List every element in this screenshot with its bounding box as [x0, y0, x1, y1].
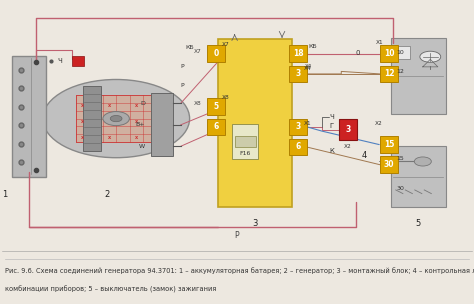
Text: Х7: Х7	[222, 42, 229, 47]
Text: Х1: Х1	[375, 40, 383, 45]
Bar	[207, 45, 225, 62]
Text: 12: 12	[384, 69, 394, 78]
Bar	[232, 124, 258, 159]
Text: 5: 5	[214, 102, 219, 111]
Bar	[391, 38, 446, 113]
Bar	[76, 95, 156, 142]
Text: Г: Г	[330, 123, 334, 129]
Text: Х4: Х4	[304, 66, 312, 71]
Bar	[218, 39, 292, 207]
Bar	[207, 119, 225, 135]
Bar	[207, 98, 225, 115]
Text: x: x	[81, 103, 84, 108]
Bar	[289, 66, 307, 82]
Text: 1: 1	[2, 190, 7, 199]
Bar	[380, 45, 398, 62]
Text: x: x	[135, 119, 138, 124]
Circle shape	[420, 51, 441, 62]
Text: 6: 6	[213, 122, 219, 131]
Text: F16: F16	[240, 151, 251, 156]
Text: КБ: КБ	[309, 44, 317, 49]
Bar	[151, 93, 173, 157]
Text: x: x	[81, 119, 84, 124]
Text: Х2: Х2	[375, 121, 383, 126]
Text: Х8: Х8	[222, 95, 229, 100]
Text: комбинации приборов; 5 – выключатель (замок) зажигания: комбинации приборов; 5 – выключатель (за…	[5, 286, 216, 293]
Text: Р: Р	[235, 231, 239, 240]
Text: Х7: Х7	[194, 49, 202, 54]
Text: 15: 15	[384, 140, 394, 149]
Text: 0: 0	[213, 49, 219, 58]
Bar	[83, 86, 101, 151]
Text: x: x	[135, 103, 138, 108]
Text: 10: 10	[397, 50, 404, 56]
Text: B+: B+	[136, 123, 145, 127]
Bar	[72, 56, 84, 66]
Text: x: x	[108, 134, 111, 140]
Bar	[391, 146, 446, 207]
Text: 3: 3	[345, 125, 351, 134]
Circle shape	[414, 157, 431, 166]
Circle shape	[43, 79, 190, 158]
Text: 18: 18	[293, 49, 303, 58]
Text: Ч: Ч	[329, 114, 334, 120]
Text: Р: Р	[181, 64, 184, 69]
Text: 3: 3	[252, 219, 257, 228]
Text: 4: 4	[361, 151, 367, 160]
Bar	[396, 47, 410, 59]
Text: Х1: Х1	[304, 121, 312, 126]
Text: 30: 30	[384, 160, 394, 169]
Text: x: x	[108, 103, 111, 108]
Text: D: D	[140, 101, 145, 106]
Bar	[289, 119, 307, 135]
Bar	[380, 157, 398, 173]
Text: Х8: Х8	[194, 101, 202, 106]
Text: 10: 10	[384, 49, 394, 58]
Text: Х2: Х2	[344, 144, 352, 149]
Text: 0: 0	[356, 50, 360, 57]
Text: W: W	[139, 144, 145, 149]
Text: Рис. 9.6. Схема соединений генератора 94.3701: 1 – аккумуляторная батарея; 2 – г: Рис. 9.6. Схема соединений генератора 94…	[5, 267, 474, 274]
Text: КБ: КБ	[185, 45, 194, 50]
Text: 6: 6	[295, 143, 301, 151]
Bar	[12, 56, 46, 177]
Bar	[289, 139, 307, 155]
Text: 5: 5	[416, 219, 421, 228]
Text: 30: 30	[397, 186, 404, 191]
Text: 3: 3	[295, 122, 301, 131]
Bar	[380, 136, 398, 153]
Text: x: x	[108, 119, 111, 124]
Text: Ч: Ч	[58, 57, 63, 64]
Bar	[235, 136, 256, 147]
Bar	[339, 119, 357, 140]
Circle shape	[103, 112, 129, 126]
Text: 2: 2	[104, 190, 109, 199]
Text: x: x	[135, 134, 138, 140]
Text: К: К	[329, 148, 334, 154]
Text: 3: 3	[295, 69, 301, 78]
Text: x: x	[81, 134, 84, 140]
Text: 12: 12	[397, 69, 404, 74]
Text: Р: Р	[181, 83, 184, 88]
Circle shape	[110, 116, 122, 122]
Text: 15: 15	[397, 156, 404, 161]
Bar	[380, 66, 398, 82]
Bar	[289, 45, 307, 62]
Text: Х4: Х4	[304, 64, 312, 69]
